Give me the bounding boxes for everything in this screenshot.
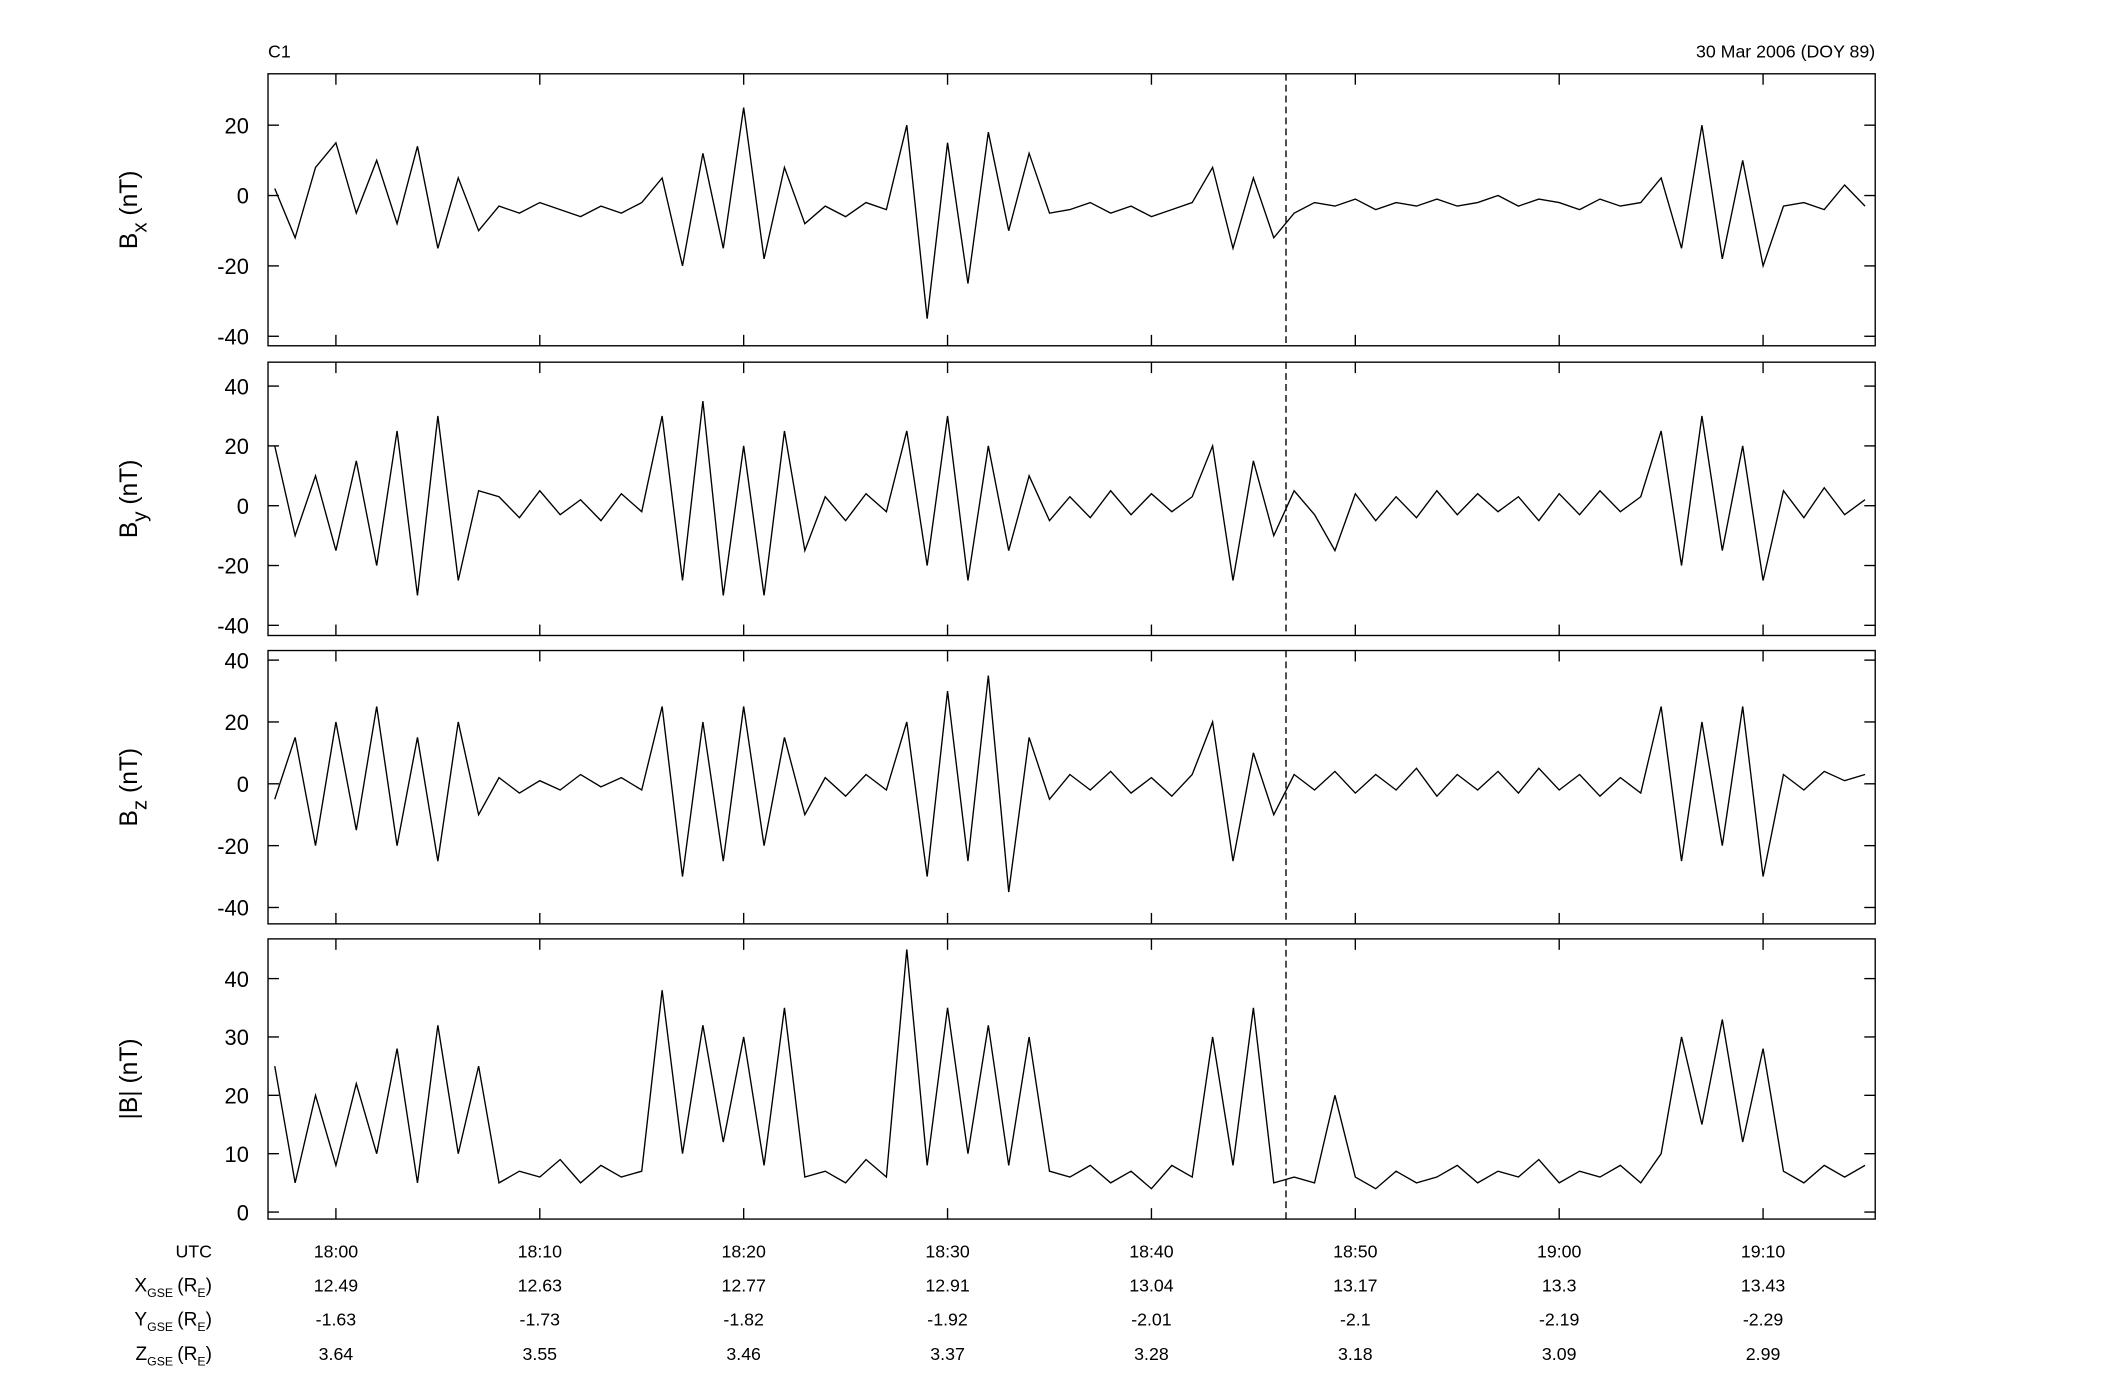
- panel-frame: [267, 938, 1876, 1220]
- ephemeris-value: 3.55: [523, 1344, 558, 1364]
- ephemeris-value: -1.63: [316, 1310, 357, 1330]
- y-tick-label: 40: [225, 374, 249, 399]
- panel-frame: [267, 649, 1876, 925]
- ephemeris-value: 12.77: [721, 1276, 765, 1296]
- ephemeris-label-part: ): [206, 1344, 212, 1365]
- y-tick-label: 20: [225, 710, 249, 735]
- y-axis-label: By (nT): [116, 460, 152, 539]
- ephemeris-label-part: GSE: [147, 1354, 173, 1368]
- y-axis-label-part: y: [128, 511, 151, 522]
- y-tick-label: 0: [237, 772, 249, 797]
- ephemeris-value: 12.63: [518, 1276, 563, 1296]
- ephemeris-value: 3.46: [726, 1344, 761, 1364]
- x-tick-label: 18:50: [1333, 1241, 1378, 1261]
- y-axis-label: Bx (nT): [116, 170, 152, 249]
- ephemeris-label-part: E: [197, 1286, 205, 1300]
- ephemeris-value: 13.43: [1741, 1276, 1786, 1296]
- panel-frame: [267, 361, 1876, 637]
- ephemeris-label: XGSE (RE): [134, 1276, 212, 1300]
- x-tick-label: 19:10: [1741, 1241, 1786, 1261]
- ephemeris-value: 3.09: [1542, 1344, 1577, 1364]
- ephemeris-value: -1.73: [520, 1310, 561, 1330]
- x-tick-label: 18:20: [721, 1241, 766, 1261]
- ephemeris-value: 13.17: [1333, 1276, 1377, 1296]
- y-axis-label-part: B: [116, 810, 143, 826]
- ephemeris-value: 2.99: [1746, 1344, 1781, 1364]
- panel-frame: [267, 73, 1876, 347]
- x-tick-label: 18:10: [518, 1241, 563, 1261]
- ephemeris-value: -1.92: [927, 1310, 967, 1330]
- y-tick-label: 0: [237, 494, 249, 519]
- ephemeris-label-part: Z: [135, 1344, 147, 1365]
- ephemeris-value: 3.18: [1338, 1344, 1373, 1364]
- ephemeris-value: 12.91: [925, 1276, 969, 1296]
- data-line: [274, 949, 1866, 1190]
- y-tick-label: -40: [217, 614, 249, 639]
- data-line: [274, 400, 1866, 596]
- y-axis-label-part: (nT): [116, 170, 143, 215]
- y-tick-label: 10: [225, 1142, 249, 1167]
- ephemeris-label: YGSE (RE): [134, 1310, 212, 1334]
- utc-label: UTC: [175, 1241, 212, 1261]
- y-tick-label: 0: [237, 184, 249, 209]
- ephemeris-label-part: E: [197, 1320, 205, 1334]
- ephemeris-label: ZGSE (RE): [135, 1344, 212, 1368]
- y-axis-label: Bz (nT): [116, 748, 152, 827]
- y-tick-label: -40: [217, 324, 249, 349]
- y-tick-label: 20: [225, 113, 249, 138]
- y-tick-label: -40: [217, 896, 249, 921]
- y-axis-label-part: B: [116, 522, 143, 538]
- y-tick-label: 30: [225, 1025, 249, 1050]
- y-tick-label: 40: [225, 648, 249, 673]
- ephemeris-value: -2.29: [1743, 1310, 1784, 1330]
- ephemeris-label-part: (R: [177, 1344, 197, 1365]
- ephemeris-value: 13.04: [1129, 1276, 1174, 1296]
- ephemeris-label-part: ): [206, 1276, 212, 1297]
- x-tick-label: 19:00: [1537, 1241, 1582, 1261]
- y-tick-label: -20: [217, 834, 249, 859]
- ephemeris-value: -2.1: [1340, 1310, 1371, 1330]
- ephemeris-label-part: GSE: [147, 1286, 173, 1300]
- ephemeris-value: 12.49: [314, 1276, 359, 1296]
- y-axis-label-part: |B| (nT): [116, 1038, 143, 1119]
- y-axis-label-part: (nT): [116, 460, 143, 505]
- ephemeris-label-part: X: [134, 1276, 147, 1297]
- ephemeris-label-part: GSE: [147, 1320, 173, 1334]
- y-axis-label-part: x: [128, 222, 151, 233]
- data-line: [274, 107, 1866, 319]
- y-axis-label-part: (nT): [116, 748, 143, 793]
- y-tick-label: 40: [225, 967, 249, 992]
- y-axis-label: |B| (nT): [116, 1038, 143, 1119]
- y-tick-label: 20: [225, 1084, 249, 1109]
- ephemeris-label-part: Y: [134, 1310, 147, 1331]
- y-tick-label: 20: [225, 434, 249, 459]
- ephemeris-value: 13.3: [1542, 1276, 1577, 1296]
- ephemeris-value: -1.82: [723, 1310, 763, 1330]
- x-tick-label: 18:40: [1129, 1241, 1174, 1261]
- ephemeris-value: -2.19: [1539, 1310, 1580, 1330]
- x-tick-label: 18:00: [314, 1241, 359, 1261]
- ephemeris-label-part: (R: [177, 1310, 197, 1331]
- ephemeris-value: 3.37: [930, 1344, 965, 1364]
- spacecraft-label: C1: [268, 41, 291, 61]
- ephemeris-value: 3.28: [1134, 1344, 1169, 1364]
- ephemeris-label-part: E: [197, 1354, 205, 1368]
- date-label: 30 Mar 2006 (DOY 89): [1696, 41, 1875, 61]
- y-tick-label: 0: [237, 1200, 249, 1225]
- y-tick-label: -20: [217, 554, 249, 579]
- data-line: [274, 675, 1866, 893]
- x-tick-label: 18:30: [925, 1241, 970, 1261]
- ephemeris-label-part: ): [206, 1310, 212, 1331]
- ephemeris-value: 3.64: [319, 1344, 354, 1364]
- y-axis-label-part: B: [116, 233, 143, 249]
- y-tick-label: -20: [217, 254, 249, 279]
- ephemeris-label-part: (R: [177, 1276, 197, 1297]
- y-axis-label-part: z: [128, 800, 151, 810]
- ephemeris-value: -2.01: [1131, 1310, 1171, 1330]
